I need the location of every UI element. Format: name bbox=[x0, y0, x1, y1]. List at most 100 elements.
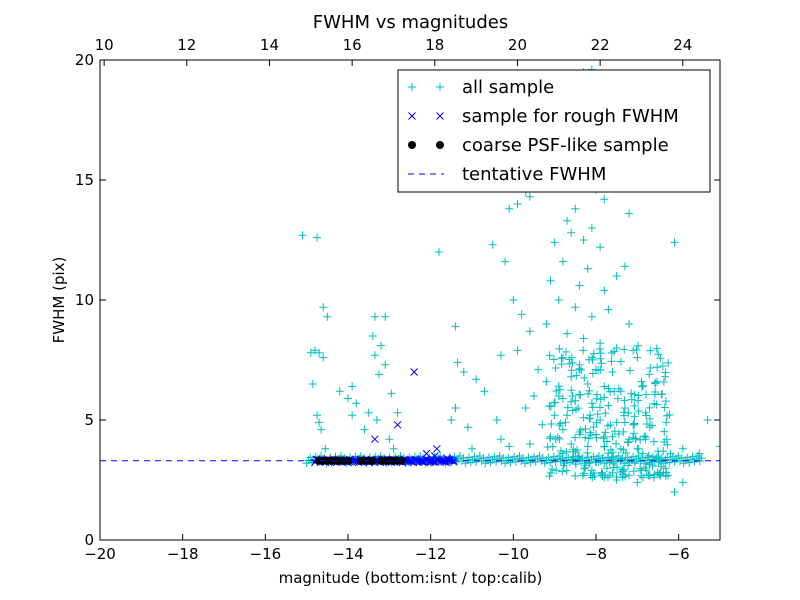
all-sample-point bbox=[578, 471, 587, 480]
y-tick-label: 10 bbox=[75, 291, 94, 309]
all-sample-point bbox=[545, 351, 554, 360]
all-sample-point bbox=[583, 442, 592, 451]
all-sample-point bbox=[583, 380, 592, 388]
all-sample-point bbox=[634, 452, 643, 460]
all-sample-point bbox=[575, 281, 584, 290]
all-sample-point bbox=[544, 453, 553, 462]
all-sample-point bbox=[549, 355, 558, 364]
all-sample-point bbox=[558, 257, 567, 266]
all-sample-point bbox=[554, 392, 563, 400]
all-sample-point bbox=[576, 425, 585, 434]
all-sample-point bbox=[597, 468, 606, 477]
all-sample-point bbox=[644, 451, 653, 460]
all-sample-point bbox=[501, 257, 510, 266]
all-sample-point bbox=[584, 453, 593, 462]
all-sample-point bbox=[509, 296, 518, 304]
all-sample-point bbox=[370, 312, 379, 321]
all-sample-point bbox=[548, 442, 557, 451]
legend-box bbox=[397, 69, 711, 193]
all-sample-point bbox=[584, 434, 593, 443]
all-sample-point bbox=[642, 390, 651, 399]
all-sample-point bbox=[629, 433, 638, 442]
all-sample-point bbox=[583, 389, 592, 398]
all-sample-point bbox=[630, 459, 639, 468]
all-sample-point bbox=[589, 452, 598, 461]
all-sample-point bbox=[629, 452, 638, 461]
all-sample-point bbox=[468, 444, 476, 453]
all-sample-point bbox=[567, 228, 576, 237]
all-sample-point bbox=[555, 385, 564, 394]
all-sample-point bbox=[655, 455, 664, 464]
all-sample-point bbox=[618, 465, 627, 474]
all-sample-point bbox=[375, 370, 383, 379]
axes-layer: −20 −18 −16 −14 −12 −10 −8 −6 10 12 14 16 18 20 22 24 0 5… bbox=[75, 36, 720, 563]
all-sample-point bbox=[588, 403, 597, 412]
all-sample-point bbox=[495, 452, 504, 460]
all-sample-point bbox=[649, 437, 658, 446]
y-tick-label: 15 bbox=[75, 171, 94, 189]
all-sample-point bbox=[313, 411, 321, 420]
all-sample-point bbox=[515, 452, 524, 460]
all-sample-point bbox=[545, 434, 554, 443]
all-sample-point bbox=[604, 305, 613, 314]
all-sample-point bbox=[649, 473, 658, 482]
all-sample-point bbox=[666, 449, 675, 458]
all-sample-point bbox=[572, 371, 581, 380]
all-sample-point bbox=[670, 238, 679, 247]
all-sample-point bbox=[579, 346, 588, 355]
x-tick-label: −16 bbox=[250, 545, 282, 563]
all-sample-point bbox=[492, 416, 501, 424]
all-sample-point bbox=[645, 403, 654, 412]
all-sample-point bbox=[568, 358, 577, 367]
all-sample-point bbox=[535, 452, 544, 460]
all-sample-point bbox=[559, 461, 568, 470]
all-sample-point bbox=[480, 387, 489, 396]
all-sample-point bbox=[499, 454, 508, 463]
all-sample-point bbox=[630, 412, 639, 421]
top-tick-label: 14 bbox=[260, 36, 279, 54]
all-sample-point bbox=[633, 444, 642, 453]
all-sample-point bbox=[352, 399, 361, 408]
rough-sample-point bbox=[445, 456, 454, 465]
all-sample-point bbox=[453, 358, 462, 367]
all-sample-point bbox=[655, 470, 664, 479]
all-sample-point bbox=[643, 453, 652, 462]
all-sample-point bbox=[568, 455, 577, 464]
all-sample-point bbox=[621, 472, 630, 481]
all-sample-point bbox=[563, 403, 572, 412]
all-sample-point bbox=[459, 368, 468, 376]
all-sample-point bbox=[581, 461, 590, 470]
all-sample-point bbox=[604, 401, 613, 410]
all-sample-point bbox=[652, 453, 661, 462]
top-tick-label: 12 bbox=[177, 36, 196, 54]
all-sample-point bbox=[634, 341, 643, 350]
all-sample-point bbox=[525, 440, 534, 448]
all-sample-point bbox=[636, 435, 645, 444]
all-sample-point bbox=[600, 473, 609, 482]
all-sample-point bbox=[574, 452, 583, 461]
all-sample-point bbox=[599, 434, 608, 443]
all-sample-point bbox=[603, 421, 612, 430]
all-sample-point bbox=[612, 418, 621, 427]
legend-entry-label: tentative FWHM bbox=[462, 164, 606, 185]
all-sample-point bbox=[644, 470, 653, 479]
all-sample-point bbox=[645, 414, 654, 423]
all-sample-point bbox=[663, 411, 672, 420]
all-sample-point bbox=[558, 467, 567, 476]
all-sample-point bbox=[586, 471, 595, 480]
all-sample-point bbox=[574, 404, 583, 413]
all-sample-point bbox=[389, 444, 398, 453]
all-sample-point bbox=[637, 377, 646, 386]
all-sample-point bbox=[571, 471, 580, 480]
all-sample-point bbox=[368, 332, 377, 340]
all-sample-point bbox=[585, 414, 594, 423]
x-tick-label: −14 bbox=[332, 545, 364, 563]
legend-marker bbox=[436, 83, 444, 91]
all-sample-point bbox=[578, 454, 587, 463]
all-sample-point bbox=[563, 216, 572, 225]
all-sample-point bbox=[616, 357, 625, 366]
all-sample-point bbox=[619, 427, 628, 436]
all-sample-point bbox=[451, 322, 460, 331]
all-sample-point bbox=[525, 327, 534, 336]
all-sample-point bbox=[652, 377, 661, 386]
